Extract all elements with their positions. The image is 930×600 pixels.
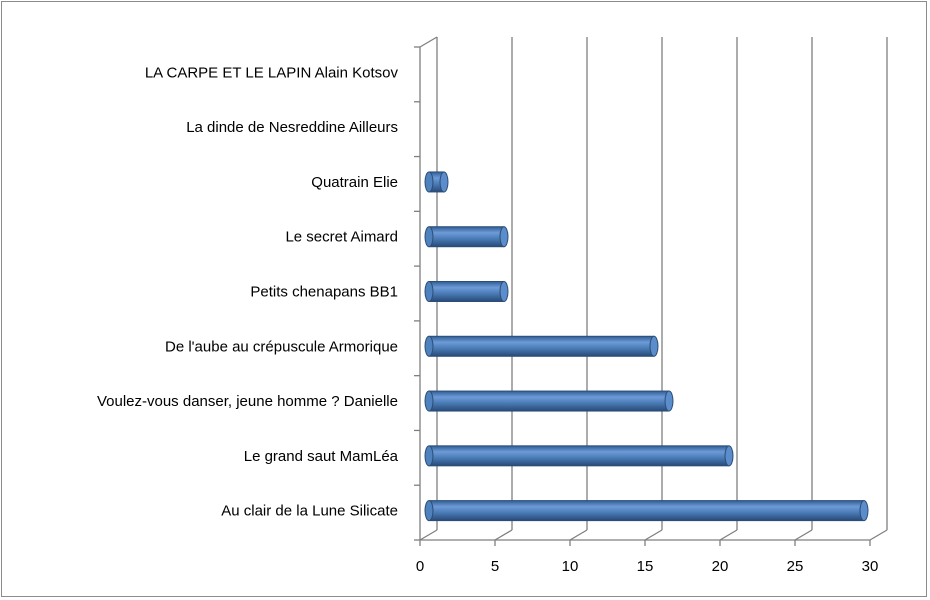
bar-body	[428, 390, 670, 412]
bar-end-cap	[439, 171, 449, 193]
bar	[424, 445, 734, 467]
category-label: Le grand saut MamLéa	[244, 448, 399, 465]
x-tick-label: 5	[491, 558, 499, 575]
bar-end-cap	[499, 226, 509, 248]
bar-base-cap	[424, 445, 434, 467]
floor-gridline	[644, 529, 663, 541]
category-label: Quatrain Elie	[311, 174, 398, 191]
floor-gridline	[719, 529, 738, 541]
bar-end-cap	[649, 335, 659, 357]
category-label: Au clair de la Lune Silicate	[221, 503, 398, 520]
category-label: La dinde de Nesreddine Ailleurs	[186, 119, 398, 136]
x-tick-label: 15	[637, 558, 654, 575]
floor-gridline	[869, 529, 888, 541]
bar-end-cap	[499, 281, 509, 302]
bar	[424, 500, 869, 522]
x-tick-label: 30	[862, 558, 879, 575]
bar-base-cap	[424, 226, 434, 248]
x-tick-label: 0	[416, 558, 424, 575]
x-tick-label: 20	[712, 558, 729, 575]
category-label: De l'aube au crépuscule Armorique	[165, 338, 398, 355]
bar-body	[428, 281, 505, 302]
floor-gridline	[494, 529, 513, 541]
bars	[424, 171, 869, 522]
bar	[424, 335, 659, 357]
bar-end-cap	[724, 445, 734, 467]
bar	[424, 281, 509, 302]
category-labels: LA CARPE ET LE LAPIN Alain Kotsov La dind…	[97, 64, 399, 519]
category-label: Le secret Aimard	[285, 229, 398, 246]
category-label: LA CARPE ET LE LAPIN Alain Kotsov	[145, 64, 399, 81]
bar-body	[428, 445, 730, 467]
floor-gridline	[794, 529, 813, 541]
category-label: Voulez-vous danser, jeune homme ? Daniel…	[97, 393, 398, 410]
side-wall-top	[419, 36, 438, 48]
bar-body	[428, 226, 505, 248]
floor-gridline	[569, 529, 588, 541]
bar	[424, 390, 674, 412]
bar-end-cap	[664, 390, 674, 412]
bar-body	[428, 335, 655, 357]
bar-base-cap	[424, 500, 434, 522]
bar	[424, 171, 449, 193]
x-tick-label: 10	[562, 558, 579, 575]
x-tick-labels: 0 5 10 15 20 25 30	[416, 558, 879, 575]
bar-end-cap	[859, 500, 869, 522]
bar-base-cap	[424, 281, 434, 302]
x-tick-label: 25	[787, 558, 804, 575]
floor-gridline	[419, 529, 438, 541]
bar	[424, 226, 509, 248]
bar-body	[428, 500, 865, 522]
bar-base-cap	[424, 335, 434, 357]
category-label: Petits chenapans BB1	[250, 284, 398, 301]
bar-base-cap	[424, 171, 434, 193]
bar-base-cap	[424, 390, 434, 412]
